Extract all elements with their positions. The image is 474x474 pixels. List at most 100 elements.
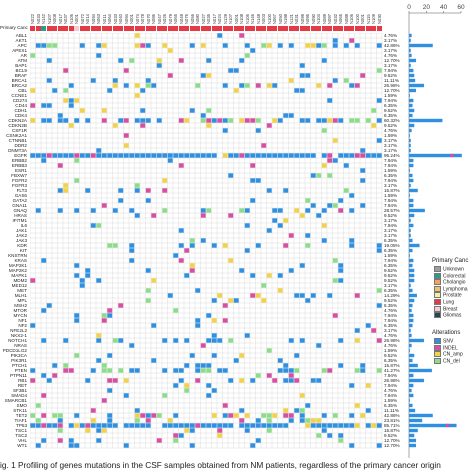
mutation-cell: [349, 83, 355, 88]
mutation-cell: [228, 378, 234, 383]
mutation-cell: [46, 153, 52, 158]
percentage-label: 1.59%: [384, 92, 398, 98]
primary-cancer-cell: [310, 26, 316, 31]
sample-label: N008: [52, 13, 57, 24]
gene-frequency-bar: [409, 303, 413, 308]
mutation-cell: [349, 443, 355, 448]
gene-frequency-bar: [409, 188, 418, 193]
percentage-label: 9.52%: [384, 72, 398, 78]
primary-cancer-cell: [222, 26, 228, 31]
gene-frequency-bar: [409, 73, 415, 78]
sample-label: N024: [217, 13, 222, 24]
gene-label: GAS6: [14, 192, 27, 198]
percentage-label: 6.35%: [384, 247, 398, 253]
mutation-cell: [101, 43, 107, 48]
mutation-cell: [129, 248, 135, 253]
sample-label: N198: [283, 13, 288, 24]
percentage-label: 19.05%: [384, 242, 400, 248]
mutation-cell: [41, 393, 47, 398]
primary-cancer-cell: [173, 26, 179, 31]
mutation-cell: [112, 153, 118, 158]
mutation-cell: [112, 208, 118, 213]
mutation-cell: [239, 33, 245, 38]
gene-frequency-bar: [409, 93, 410, 98]
mutation-cell: [343, 78, 349, 83]
mutation-cell: [255, 418, 261, 423]
gene-label: NRAS: [14, 342, 27, 348]
mutation-cell: [332, 313, 338, 318]
gene-frequency-bar: [409, 43, 433, 48]
legend-label: Unknown: [443, 266, 464, 273]
mutation-cell: [255, 153, 261, 158]
mutation-cell: [332, 138, 338, 143]
gene-frequency-bar: [409, 228, 411, 233]
primary-cancer-cell: [68, 26, 74, 31]
percentage-label: 4.76%: [384, 127, 398, 133]
gene-label: IFITM1: [12, 217, 27, 223]
mutation-cell: [371, 328, 377, 333]
gene-label: CDK4: [14, 112, 27, 118]
mutation-cell: [189, 108, 195, 113]
gene-label: PIK3R1: [11, 357, 27, 363]
mutation-cell: [140, 413, 146, 418]
gene-label: ERBB3: [11, 162, 27, 168]
percentage-label: 3.17%: [384, 182, 398, 188]
legend-swatch: [434, 299, 441, 305]
gene-frequency-bar: [409, 223, 414, 228]
mutation-cell: [189, 43, 195, 48]
primary-cancer-cell: [118, 26, 124, 31]
percentage-label: 4.76%: [384, 52, 398, 58]
mutation-cell: [349, 243, 355, 248]
gene-label: WT1: [17, 442, 27, 448]
mutation-cell: [255, 373, 261, 378]
primary-cancer-cell: [365, 26, 371, 31]
percentage-label: 3.17%: [384, 327, 398, 333]
mutation-cell: [101, 398, 107, 403]
gene-label: DNMT3A: [8, 147, 27, 153]
mutation-cell: [305, 298, 311, 303]
sample-label: N072: [79, 13, 85, 24]
primary-cancer-cell: [178, 26, 184, 31]
mutation-cell: [85, 153, 91, 158]
legend-label: CN_del: [443, 358, 460, 365]
legend-item: Prostate: [434, 292, 462, 299]
legend-item: CN_amp: [434, 351, 463, 358]
mutation-cell: [354, 423, 360, 428]
sample-label: N031: [294, 13, 299, 24]
mutation-cell: [239, 153, 245, 158]
mutation-cell: [316, 343, 322, 348]
mutation-cell: [96, 428, 102, 433]
gene-label: SF3B1: [12, 387, 27, 393]
mutation-cell: [244, 413, 250, 418]
percentage-label: 4.76%: [384, 32, 398, 38]
mutation-cell: [266, 153, 272, 158]
gene-frequency-bar: [409, 78, 416, 83]
sample-label: N070: [145, 13, 151, 24]
mutation-cell: [151, 213, 157, 218]
mutation-cell: [283, 368, 289, 373]
sample-label: N078: [140, 13, 145, 24]
percentage-label: 7.94%: [384, 177, 398, 183]
sample-label: N099: [299, 13, 305, 24]
gene-label: MYCN: [13, 312, 27, 318]
mutation-cell: [299, 408, 305, 413]
mutation-cell: [129, 368, 135, 373]
gene-frequency-bar: [409, 133, 410, 138]
mutation-cell: [123, 153, 129, 158]
sample-label: N080: [195, 13, 200, 24]
mutation-cell: [118, 368, 124, 373]
mutation-cell: [233, 68, 239, 73]
gene-frequency-bar: [409, 103, 413, 108]
mutation-cell: [349, 208, 355, 213]
mutation-cell: [57, 188, 63, 193]
mutation-cell: [68, 103, 74, 108]
sample-label: N027: [200, 13, 206, 24]
mutation-cell: [195, 423, 201, 428]
mutation-cell: [222, 118, 228, 123]
mutation-cell: [90, 78, 96, 83]
primary-cancer-cell: [277, 26, 283, 31]
primary-cancer-cell: [211, 26, 217, 31]
mutation-cell: [239, 423, 245, 428]
mutation-cell: [222, 83, 228, 88]
mutation-cell: [376, 138, 382, 143]
